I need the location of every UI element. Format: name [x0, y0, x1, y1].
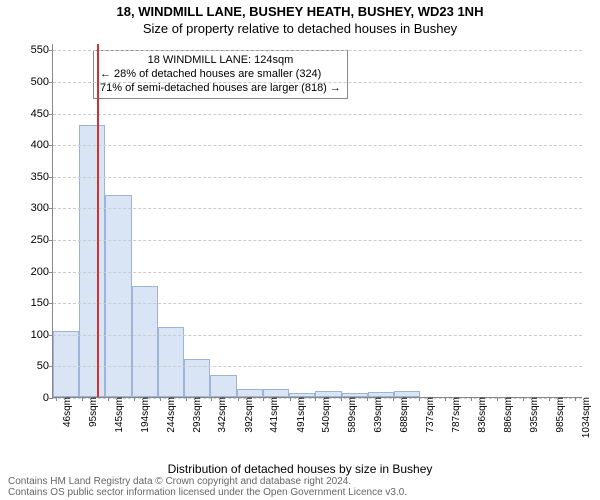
- xtick-label: 441sqm: [267, 397, 280, 433]
- xtick-label: 589sqm: [345, 397, 358, 433]
- ytick-label: 500: [31, 76, 53, 88]
- xtick-mark: [575, 397, 576, 401]
- annotation-line1: 18 WINDMILL LANE: 124sqm: [100, 54, 341, 68]
- footer-line1: Contains HM Land Registry data © Crown c…: [8, 476, 407, 487]
- xtick-label: 293sqm: [190, 397, 203, 433]
- ytick-label: 250: [31, 234, 53, 246]
- xtick-mark: [238, 397, 239, 401]
- gridline-h: [53, 208, 582, 209]
- xtick-mark: [315, 397, 316, 401]
- xtick-label: 935sqm: [527, 397, 540, 433]
- xtick-label: 145sqm: [112, 397, 125, 433]
- ytick-label: 200: [31, 266, 53, 278]
- xtick-label: 194sqm: [138, 397, 151, 433]
- xtick-label: 1034sqm: [579, 397, 592, 438]
- xtick-mark: [419, 397, 420, 401]
- ytick-label: 550: [31, 44, 53, 56]
- annotation-box: 18 WINDMILL LANE: 124sqm ← 28% of detach…: [93, 50, 348, 99]
- xtick-mark: [186, 397, 187, 401]
- xtick-label: 540sqm: [319, 397, 332, 433]
- histogram-bar: [158, 327, 184, 397]
- xtick-label: 737sqm: [423, 397, 436, 433]
- gridline-h: [53, 145, 582, 146]
- xtick-mark: [393, 397, 394, 401]
- chart-subtitle: Size of property relative to detached ho…: [0, 19, 600, 36]
- xtick-label: 985sqm: [553, 397, 566, 433]
- xtick-label: 342sqm: [215, 397, 228, 433]
- xtick-mark: [445, 397, 446, 401]
- annotation-line2: ← 28% of detached houses are smaller (32…: [100, 68, 341, 82]
- ytick-label: 350: [31, 171, 53, 183]
- ytick-label: 150: [31, 297, 53, 309]
- xtick-label: 886sqm: [501, 397, 514, 433]
- xtick-mark: [497, 397, 498, 401]
- ytick-label: 300: [31, 202, 53, 214]
- footer-attribution: Contains HM Land Registry data © Crown c…: [8, 476, 407, 498]
- ytick-label: 0: [43, 392, 53, 404]
- histogram-bar: [184, 359, 210, 397]
- x-axis-label: Distribution of detached houses by size …: [0, 462, 600, 476]
- xtick-mark: [471, 397, 472, 401]
- chart-title: 18, WINDMILL LANE, BUSHEY HEATH, BUSHEY,…: [0, 0, 600, 19]
- histogram-bar: [237, 389, 263, 397]
- xtick-label: 836sqm: [475, 397, 488, 433]
- xtick-mark: [108, 397, 109, 401]
- xtick-label: 639sqm: [371, 397, 384, 433]
- ytick-label: 450: [31, 108, 53, 120]
- xtick-label: 688sqm: [397, 397, 410, 433]
- xtick-mark: [82, 397, 83, 401]
- xtick-mark: [549, 397, 550, 401]
- histogram-bar: [210, 375, 236, 397]
- ytick-label: 400: [31, 139, 53, 151]
- xtick-mark: [263, 397, 264, 401]
- gridline-h: [53, 82, 582, 83]
- gridline-h: [53, 335, 582, 336]
- xtick-mark: [134, 397, 135, 401]
- xtick-mark: [160, 397, 161, 401]
- gridline-h: [53, 177, 582, 178]
- gridline-h: [53, 50, 582, 51]
- xtick-label: 392sqm: [242, 397, 255, 433]
- xtick-label: 244sqm: [164, 397, 177, 433]
- histogram-bar: [79, 125, 105, 397]
- gridline-h: [53, 240, 582, 241]
- xtick-label: 46sqm: [60, 397, 73, 427]
- gridline-h: [53, 366, 582, 367]
- xtick-mark: [523, 397, 524, 401]
- ytick-label: 50: [37, 360, 53, 372]
- chart-container: 18, WINDMILL LANE, BUSHEY HEATH, BUSHEY,…: [0, 0, 600, 500]
- xtick-mark: [341, 397, 342, 401]
- histogram-bar: [53, 331, 79, 397]
- gridline-h: [53, 303, 582, 304]
- marker-line: [97, 44, 99, 397]
- xtick-label: 491sqm: [294, 397, 307, 433]
- annotation-line3: 71% of semi-detached houses are larger (…: [100, 82, 341, 96]
- gridline-h: [53, 114, 582, 115]
- xtick-mark: [211, 397, 212, 401]
- xtick-mark: [290, 397, 291, 401]
- footer-line2: Contains OS public sector information li…: [8, 487, 407, 498]
- plot-area: 18 WINDMILL LANE: 124sqm ← 28% of detach…: [52, 44, 582, 398]
- xtick-label: 787sqm: [449, 397, 462, 433]
- ytick-label: 100: [31, 329, 53, 341]
- gridline-h: [53, 272, 582, 273]
- histogram-bar: [263, 389, 289, 397]
- xtick-mark: [56, 397, 57, 401]
- xtick-label: 95sqm: [86, 397, 99, 427]
- xtick-mark: [367, 397, 368, 401]
